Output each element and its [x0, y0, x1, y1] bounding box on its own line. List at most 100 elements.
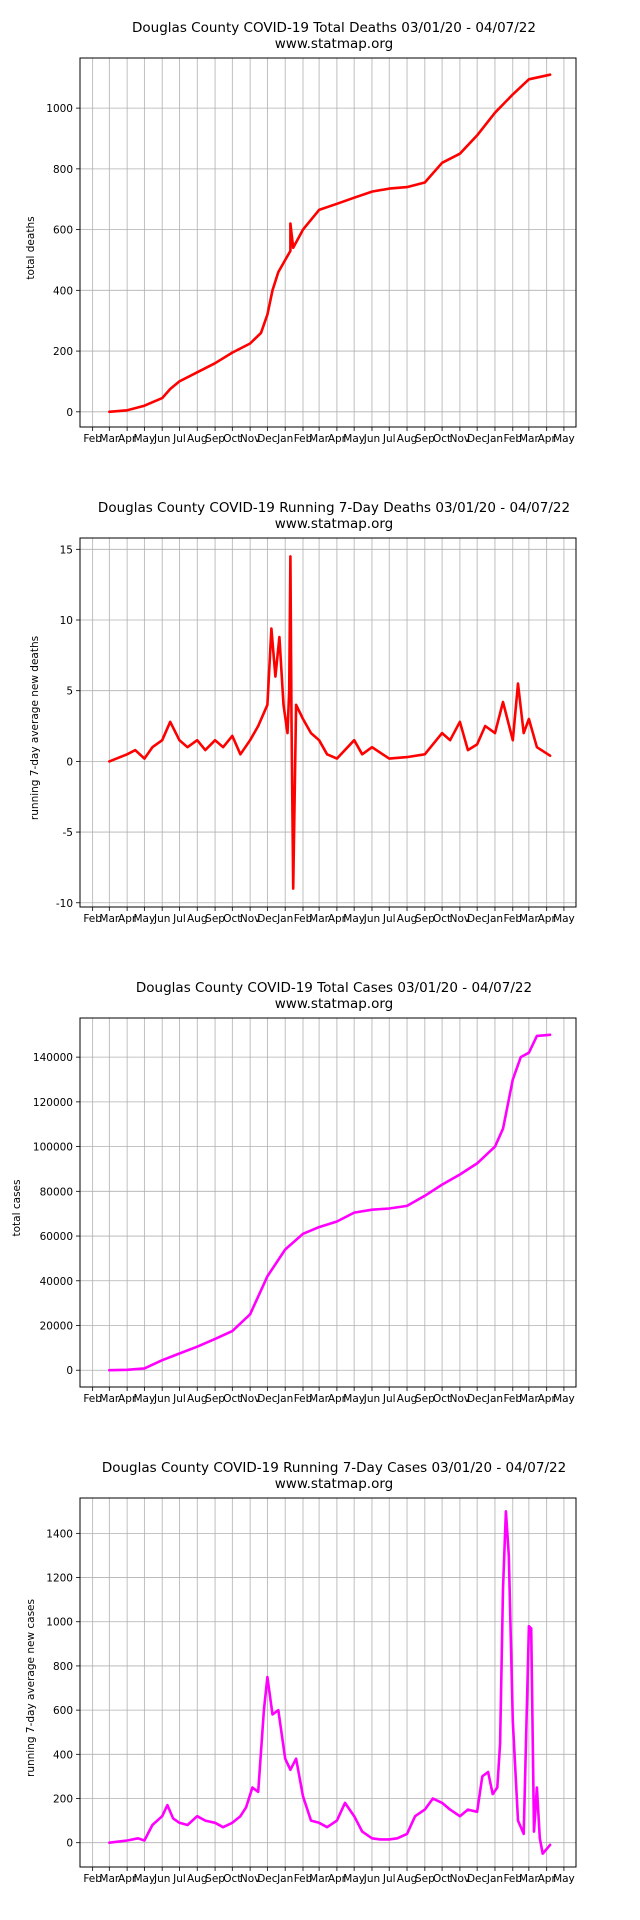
x-tick-label: Mar [99, 913, 119, 925]
x-tick-label: Apr [328, 1393, 347, 1405]
x-tick-label: Nov [240, 433, 261, 445]
x-tick-label: Aug [187, 1393, 208, 1405]
x-tick-label: Dec [257, 1393, 278, 1405]
chart-subtitle: www.statmap.org [275, 36, 394, 52]
x-tick-label: Feb [83, 913, 102, 925]
y-tick-label: 400 [53, 285, 73, 297]
x-tick-label: Feb [83, 1393, 102, 1405]
x-tick-label: Apr [118, 913, 137, 925]
y-tick-label: -10 [56, 898, 73, 910]
x-tick-label: Jul [172, 1873, 186, 1885]
y-axis-label: running 7-day average new cases [25, 1599, 37, 1777]
chart-title: Douglas County COVID-19 Running 7-Day Ca… [102, 1460, 566, 1476]
chart-running-deaths-svg: Douglas County COVID-19 Running 7-Day De… [29, 500, 577, 925]
chart-subtitle: www.statmap.org [275, 516, 394, 532]
y-tick-label: 5 [66, 686, 73, 698]
y-tick-label: 60000 [40, 1231, 73, 1243]
x-tick-label: Nov [450, 913, 471, 925]
chart-title: Douglas County COVID-19 Total Deaths 03/… [132, 20, 536, 36]
y-tick-label: 200 [53, 346, 73, 358]
y-tick-label: 1000 [46, 1617, 73, 1629]
x-tick-label: Jan [486, 913, 503, 925]
x-tick-label: Sep [205, 1393, 225, 1405]
x-tick-label: Jan [276, 1873, 293, 1885]
x-tick-label: Nov [450, 1873, 471, 1885]
x-tick-label: May [343, 433, 365, 445]
x-tick-label: Jul [382, 913, 396, 925]
axes-frame [79, 1497, 577, 1868]
x-tick-label: Apr [118, 433, 137, 445]
x-tick-label: Jun [363, 1393, 380, 1405]
x-tick-label: Apr [538, 1393, 557, 1405]
x-tick-label: Feb [503, 1393, 522, 1405]
x-tick-label: Dec [467, 1873, 488, 1885]
x-tick-label: Feb [503, 433, 522, 445]
x-tick-label: Mar [519, 1393, 539, 1405]
x-tick-label: May [553, 1873, 575, 1885]
x-tick-label: Apr [328, 1873, 347, 1885]
x-tick-label: Mar [519, 433, 539, 445]
chart-total-cases-svg: Douglas County COVID-19 Total Cases 03/0… [11, 980, 577, 1405]
x-tick-label: Jan [486, 1393, 503, 1405]
x-tick-label: May [343, 913, 365, 925]
chart-total-cases: Douglas County COVID-19 Total Cases 03/0… [0, 960, 640, 1440]
x-tick-label: Jun [153, 1393, 170, 1405]
x-tick-label: Oct [433, 1393, 451, 1405]
x-tick-label: Jan [486, 1873, 503, 1885]
x-tick-label: Apr [118, 1393, 137, 1405]
x-tick-label: Apr [538, 1873, 557, 1885]
x-tick-label: Aug [397, 1393, 418, 1405]
y-tick-label: 80000 [40, 1186, 73, 1198]
x-tick-label: Feb [294, 913, 313, 925]
x-tick-label: May [134, 1393, 156, 1405]
x-tick-label: Jan [276, 1393, 293, 1405]
chart-subtitle: www.statmap.org [275, 996, 394, 1012]
y-tick-label: 10 [60, 615, 73, 627]
x-tick-label: Oct [223, 1393, 241, 1405]
y-tick-label: 40000 [40, 1276, 73, 1288]
x-tick-label: Jul [382, 1873, 396, 1885]
x-tick-label: Dec [467, 913, 488, 925]
x-tick-label: May [343, 1873, 365, 1885]
x-tick-label: Nov [240, 1873, 261, 1885]
y-tick-label: 140000 [33, 1052, 73, 1064]
y-tick-label: 0 [66, 1838, 73, 1850]
x-tick-label: Aug [187, 433, 208, 445]
x-tick-label: Jun [153, 433, 170, 445]
x-tick-label: Oct [223, 433, 241, 445]
x-tick-label: Jun [153, 913, 170, 925]
chart-total-deaths: Douglas County COVID-19 Total Deaths 03/… [0, 0, 640, 480]
x-tick-label: Nov [450, 433, 471, 445]
y-tick-label: 1000 [46, 103, 73, 115]
x-tick-label: May [343, 1393, 365, 1405]
x-tick-label: May [134, 1873, 156, 1885]
x-tick-label: Nov [240, 913, 261, 925]
axes-frame [79, 537, 577, 908]
y-tick-label: 800 [53, 1661, 73, 1673]
x-tick-label: Mar [309, 913, 329, 925]
x-tick-label: Jan [486, 433, 503, 445]
series-line [108, 1033, 552, 1372]
x-tick-label: Mar [99, 433, 119, 445]
x-tick-label: Sep [205, 1873, 225, 1885]
x-tick-label: Oct [223, 1873, 241, 1885]
chart-running-cases: Douglas County COVID-19 Running 7-Day Ca… [0, 1440, 640, 1920]
x-tick-label: Aug [187, 1873, 208, 1885]
chart-title: Douglas County COVID-19 Total Cases 03/0… [136, 980, 532, 996]
x-tick-label: Sep [415, 433, 435, 445]
x-tick-label: May [553, 1393, 575, 1405]
x-tick-label: Feb [83, 433, 102, 445]
x-tick-label: Aug [397, 913, 418, 925]
x-tick-label: Jan [276, 433, 293, 445]
y-tick-label: 0 [66, 756, 73, 768]
y-tick-label: 400 [53, 1749, 73, 1761]
y-tick-label: 800 [53, 164, 73, 176]
x-tick-label: Feb [294, 1873, 313, 1885]
x-tick-label: Dec [467, 1393, 488, 1405]
x-tick-label: Feb [503, 1873, 522, 1885]
x-tick-label: Dec [467, 433, 488, 445]
x-tick-label: Nov [450, 1393, 471, 1405]
